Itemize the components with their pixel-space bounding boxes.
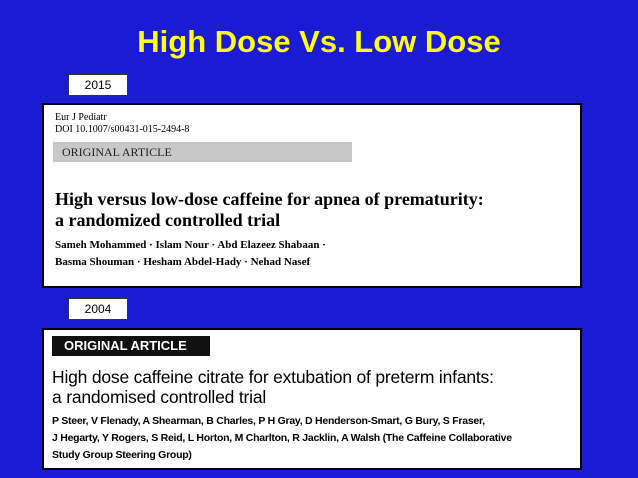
paper-title: a randomized controlled trial bbox=[55, 210, 281, 230]
section-label: ORIGINAL ARTICLE bbox=[62, 145, 172, 159]
authors: J Hegarty, Y Rogers, S Reid, L Horton, M… bbox=[52, 432, 512, 444]
section-bar bbox=[53, 142, 352, 162]
paper-card: ORIGINAL ARTICLE High dose caffeine citr… bbox=[42, 328, 582, 470]
doi: DOI 10.1007/s00431-015-2494-8 bbox=[55, 124, 190, 135]
section-bar bbox=[52, 336, 210, 356]
section-label: ORIGINAL ARTICLE bbox=[64, 338, 187, 353]
paper-title: High versus low-dose caffeine for apnea … bbox=[55, 189, 484, 209]
authors: Study Group Steering Group) bbox=[52, 449, 192, 461]
year-label: 2015 bbox=[68, 74, 128, 96]
year-label: 2004 bbox=[68, 298, 128, 320]
paper-title: High dose caffeine citrate for extubatio… bbox=[52, 367, 494, 387]
authors: Basma Shouman · Hesham Abdel-Hady · Neha… bbox=[55, 256, 311, 268]
paper-title: a randomised controlled trial bbox=[52, 387, 267, 407]
slide-title: High Dose Vs. Low Dose bbox=[137, 24, 501, 59]
paper-card: Eur J Pediatr DOI 10.1007/s00431-015-249… bbox=[42, 103, 582, 288]
authors: P Steer, V Flenady, A Shearman, B Charle… bbox=[52, 415, 485, 427]
authors: Sameh Mohammed · Islam Nour · Abd Elazee… bbox=[55, 239, 326, 251]
journal: Eur J Pediatr bbox=[55, 112, 107, 123]
